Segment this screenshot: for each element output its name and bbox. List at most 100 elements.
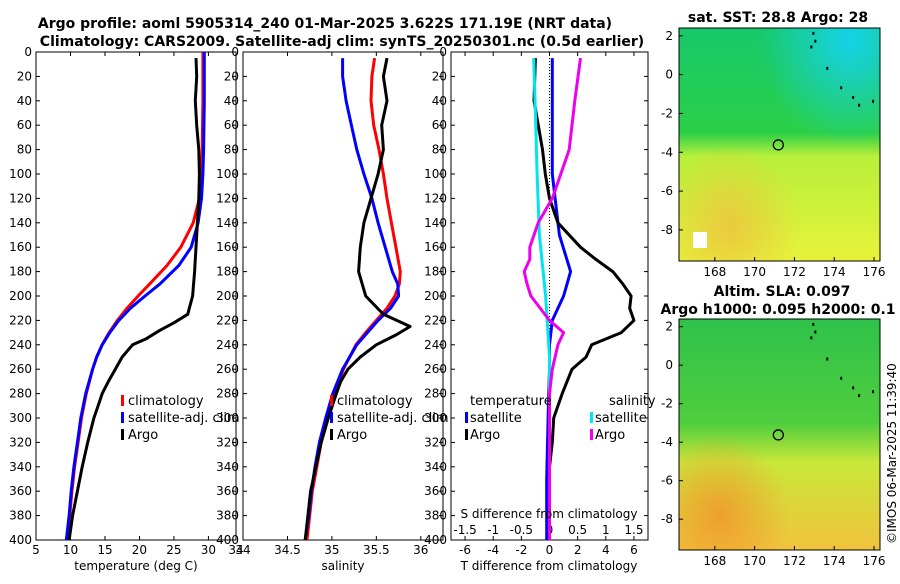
- map-lon-tick-label: 174: [823, 554, 846, 568]
- depth-tick-label: 60: [224, 118, 239, 132]
- depth-tick-label: 180: [9, 265, 32, 279]
- island-mark: [872, 390, 875, 394]
- island-mark: [814, 330, 817, 334]
- difference-xtick-label: 2: [574, 543, 582, 557]
- depth-tick-label: 240: [9, 338, 32, 352]
- map-lat-tick-label: 0: [665, 358, 673, 372]
- depth-tick-label: 100: [216, 167, 239, 181]
- salinity-depth-ticks: 0 20 40 60 80 100 120 140 160 180 200 220 240 260 280 3…: [216, 45, 443, 547]
- difference-s-xlabel: S difference from climatology: [461, 507, 638, 521]
- depth-tick-label: 40: [17, 94, 32, 108]
- legend-swatch-argo-2: [330, 429, 333, 440]
- map-lat-tick-label: -4: [661, 435, 673, 449]
- map-lat-tick-label: 0: [665, 68, 673, 82]
- island-mark: [826, 357, 829, 361]
- depth-tick-label: 280: [424, 387, 447, 401]
- temperature-xtick-label: 10: [63, 543, 78, 557]
- island-mark: [810, 45, 813, 49]
- map-lat-tick-label: -8: [661, 512, 673, 526]
- island-mark: [812, 322, 815, 326]
- watermark: ©IMOS 06-Mar-2025 11:39:40: [885, 363, 899, 544]
- map-lon-tick-label: 176: [863, 554, 886, 568]
- temperature-xlabel: temperature (deg C): [74, 559, 197, 573]
- sst-orange-patch: [679, 28, 880, 261]
- salinity-axes: [242, 51, 444, 541]
- depth-tick-label: 380: [216, 509, 239, 523]
- temperature-xtick-label: 15: [97, 543, 112, 557]
- difference-xtick-label: -4: [487, 543, 499, 557]
- island-mark: [872, 99, 875, 103]
- map-lon-tick-label: 168: [703, 554, 726, 568]
- island-mark: [858, 394, 861, 398]
- depth-tick-label: 180: [216, 265, 239, 279]
- depth-tick-label: 120: [424, 191, 447, 205]
- depth-tick-label: 320: [216, 435, 239, 449]
- depth-tick-label: 140: [424, 216, 447, 230]
- depth-tick-label: 100: [9, 167, 32, 181]
- temperature-xtick-label: 5: [32, 543, 40, 557]
- temperature-legend: climatology satellite-adj. clim Argo: [121, 394, 240, 443]
- legend-swatch-t-argo: [465, 429, 468, 440]
- difference-lines: [522, 57, 636, 540]
- depth-tick-label: 360: [216, 484, 239, 498]
- legend-satellite: satellite-adj. clim: [128, 411, 240, 426]
- difference-xtick-label: 0: [546, 543, 554, 557]
- depth-tick-label: 120: [216, 191, 239, 205]
- difference-x-ticks: -6 -4 -2 0 2 4 6: [459, 52, 638, 557]
- map-lon-tick-label: 170: [743, 265, 766, 279]
- diff-line-t-satellite: [545, 58, 573, 540]
- legend-argo: Argo: [128, 428, 158, 443]
- salinity-x-ticks: 34 34.5 35 35.5 36: [235, 52, 428, 557]
- depth-tick-label: 60: [17, 118, 32, 132]
- salinity-line-argo: [303, 57, 412, 541]
- legend-swatch-s-satellite: [590, 412, 593, 423]
- depth-tick-label: 100: [424, 167, 447, 181]
- temperature-xtick-label: 30: [201, 543, 216, 557]
- depth-tick-label: 260: [216, 362, 239, 376]
- depth-tick-label: 20: [17, 69, 32, 83]
- diff-line-s-argo: [522, 57, 582, 540]
- depth-tick-label: 60: [432, 118, 447, 132]
- depth-tick-label: 160: [424, 240, 447, 254]
- salinity-xtick-label: 34.5: [274, 543, 301, 557]
- sla-map-title: Altim. SLA: 0.097: [714, 284, 851, 300]
- map-lat-tick-label: -2: [661, 106, 673, 120]
- legend-climatology: climatology: [128, 394, 204, 409]
- difference-xtick-label: 6: [630, 543, 638, 557]
- sst-argo-marker: [772, 139, 784, 151]
- difference-t-xlabel: T difference from climatology: [460, 559, 638, 573]
- legend-swatch-t-satellite: [465, 412, 468, 423]
- sst-islands: [810, 31, 875, 107]
- temperature-panel: 0204060801001201401601802002202402602803…: [9, 45, 244, 573]
- depth-tick-label: 200: [424, 289, 447, 303]
- island-mark: [852, 386, 855, 390]
- map-lat-tick-label: 2: [665, 29, 673, 43]
- island-mark: [810, 336, 813, 340]
- temperature-line-climatology: [66, 52, 205, 541]
- salinity-xtick-label: 35: [324, 543, 339, 557]
- temperature-line-satellite: [64, 52, 206, 541]
- legend-s-argo: Argo: [595, 428, 625, 443]
- legend-temperature: temperature: [470, 394, 552, 409]
- difference-panel: 0204060801001201401601802002202402602803…: [424, 45, 656, 573]
- difference-s-tick-label: -0.5: [510, 523, 533, 537]
- depth-tick-label: 0: [24, 45, 32, 59]
- depth-tick-label: 180: [424, 265, 447, 279]
- map-lon-tick-label: 172: [783, 265, 806, 279]
- depth-tick-label: 200: [216, 289, 239, 303]
- depth-tick-label: 140: [216, 216, 239, 230]
- depth-tick-label: 340: [424, 460, 447, 474]
- salinity-xlabel: salinity: [321, 559, 364, 573]
- difference-depth-ticks: 0 20 40 60 80 100 120 140 160 180 200 220 240 260 280 3…: [424, 45, 648, 547]
- depth-tick-label: 260: [424, 362, 447, 376]
- sla-map: Altim. SLA: 0.097 Argo h1000: 0.095 h200…: [660, 284, 895, 568]
- depth-tick-label: 300: [9, 411, 32, 425]
- temperature-xtick-label: 25: [166, 543, 181, 557]
- depth-tick-label: 80: [17, 143, 32, 157]
- temperature-axes: [35, 51, 237, 541]
- map-lon-tick-label: 170: [743, 554, 766, 568]
- legend-satellite-2: satellite-adj. clim: [337, 411, 449, 426]
- depth-tick-label: 360: [424, 484, 447, 498]
- sst-lon-ticks: 168 170 172 174 176: [703, 257, 885, 279]
